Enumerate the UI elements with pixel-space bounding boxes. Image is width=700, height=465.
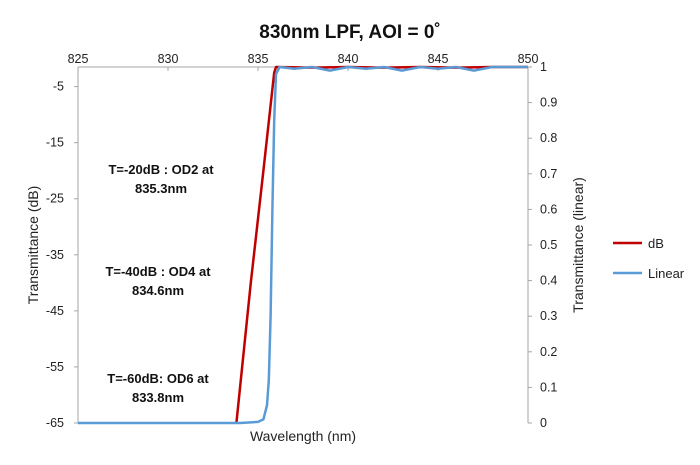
y-tick-label: -5 xyxy=(53,80,64,94)
x-axis-label: Wavelength (nm) xyxy=(250,428,356,444)
x-tick-label: 845 xyxy=(428,52,449,66)
annotation-line: T=-40dB : OD4 at xyxy=(105,264,211,279)
y-tick-label: -15 xyxy=(46,136,64,150)
chart-title: 830nm LPF, AOI = 0˚ xyxy=(259,22,440,43)
annotation-line: 834.6nm xyxy=(132,283,184,298)
y2-tick-label: 0.2 xyxy=(540,345,557,359)
annotation-line: T=-20dB : OD2 at xyxy=(108,162,214,177)
y2-tick-label: 0.4 xyxy=(540,274,557,288)
y2-tick-label: 0.8 xyxy=(540,131,557,145)
y2-axis-label: Transmittance (linear) xyxy=(570,177,586,313)
y2-tick-label: 1 xyxy=(540,60,547,74)
annotations: T=-20dB : OD2 at 835.3nm T=-40dB : OD4 at 8… xyxy=(105,162,214,405)
y-ticks: -5 -15 -25 -35 -45 -55 -65 xyxy=(46,80,78,430)
y-tick-label: -45 xyxy=(46,304,64,318)
axes xyxy=(77,66,529,423)
x-tick-label: 840 xyxy=(338,52,359,66)
annotation-od1: T=-20dB : OD2 at 835.3nm xyxy=(108,162,214,196)
y-tick-label: -65 xyxy=(46,416,64,430)
y-tick-label: -35 xyxy=(46,248,64,262)
x-tick-label: 830 xyxy=(158,52,179,66)
x-tick-label: 850 xyxy=(518,52,539,66)
y-tick-label: -55 xyxy=(46,360,64,374)
y2-tick-label: 0.1 xyxy=(540,380,557,394)
annotation-line: T=-60dB: OD6 at xyxy=(107,371,209,386)
x-tick-label: 825 xyxy=(68,52,89,66)
annotation-line: 833.8nm xyxy=(132,390,184,405)
x-tick-label: 835 xyxy=(248,52,269,66)
y2-tick-label: 0 xyxy=(540,416,547,430)
y2-tick-label: 0.9 xyxy=(540,96,557,110)
series-line-db xyxy=(235,65,528,424)
y-axis-label: Transmittance (dB) xyxy=(25,186,41,305)
y2-tick-label: 0.6 xyxy=(540,202,557,216)
y2-ticks: 1 0.9 0.8 0.7 0.6 0.5 0.4 0.3 0.2 0.1 0 xyxy=(528,60,557,430)
y2-tick-label: 0.5 xyxy=(540,238,557,252)
y2-tick-label: 0.7 xyxy=(540,167,557,181)
annotation-od3: T=-60dB: OD6 at 833.8nm xyxy=(107,371,209,405)
x-ticks: 825 830 835 840 845 850 xyxy=(68,52,539,71)
y2-tick-label: 0.3 xyxy=(540,309,557,323)
y-tick-label: -25 xyxy=(46,192,64,206)
annotation-line: 835.3nm xyxy=(135,181,187,196)
legend-label: Linear xyxy=(648,266,685,281)
legend-label: dB xyxy=(648,236,664,251)
plot-lines xyxy=(78,65,528,425)
legend: dB Linear xyxy=(613,236,685,281)
annotation-od2: T=-40dB : OD4 at 834.6nm xyxy=(105,264,211,298)
series-line-linear xyxy=(78,65,528,425)
